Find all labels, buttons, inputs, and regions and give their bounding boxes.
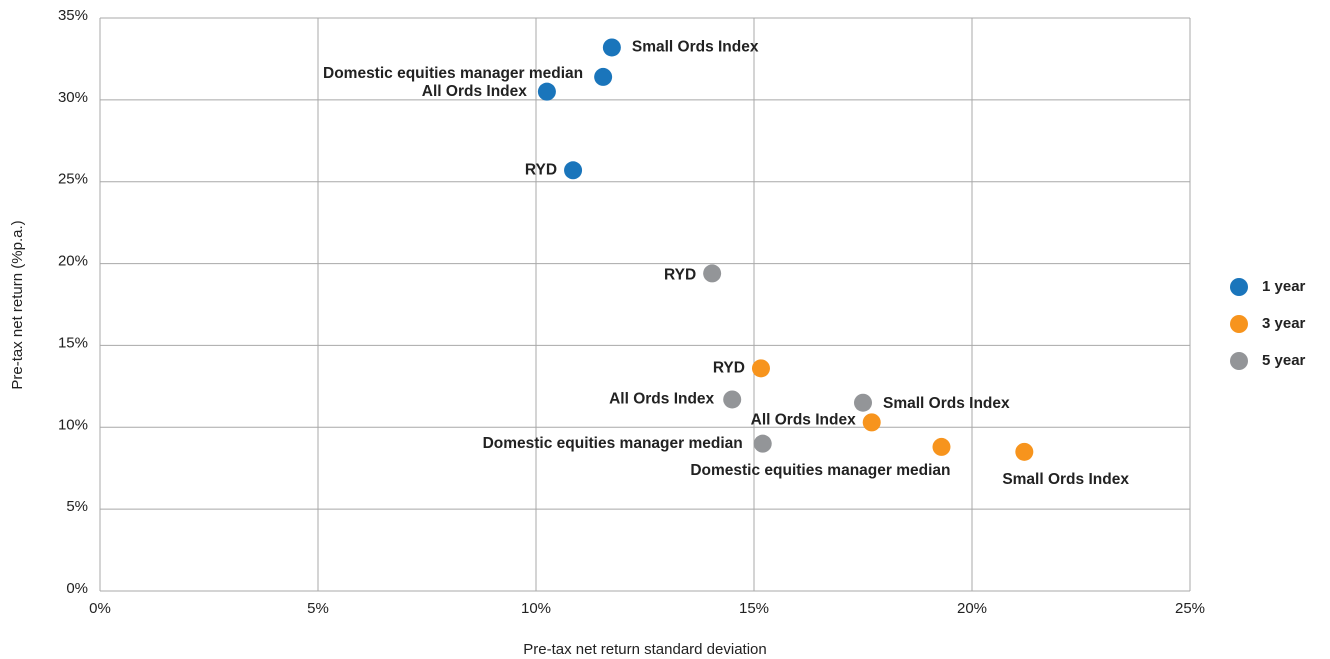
point bbox=[753, 434, 772, 453]
y-axis-label: Pre-tax net return (%p.a.) bbox=[9, 220, 26, 389]
y-tick-label: 15% bbox=[58, 334, 88, 351]
point-label: All Ords Index bbox=[609, 391, 714, 408]
x-tick-label: 10% bbox=[521, 600, 551, 617]
point bbox=[862, 413, 881, 432]
point-label: Domestic equities manager median bbox=[483, 435, 743, 452]
point bbox=[602, 38, 621, 57]
y-tick-label: 10% bbox=[58, 416, 88, 433]
legend-label: 1 year bbox=[1262, 278, 1306, 295]
x-tick-label: 15% bbox=[739, 600, 769, 617]
point bbox=[723, 390, 742, 409]
point bbox=[564, 161, 583, 180]
point bbox=[594, 67, 613, 86]
y-tick-label: 5% bbox=[66, 498, 88, 515]
y-tick-label: 20% bbox=[58, 253, 88, 270]
point-label: All Ords Index bbox=[751, 411, 856, 428]
point-label: RYD bbox=[525, 161, 557, 178]
y-tick-label: 0% bbox=[66, 580, 88, 597]
point bbox=[854, 393, 872, 412]
point-label: Domestic equities manager median bbox=[690, 462, 950, 479]
point bbox=[1015, 442, 1034, 461]
point bbox=[932, 437, 951, 456]
point-label: RYD bbox=[664, 266, 696, 283]
y-tick-label: 25% bbox=[58, 171, 88, 188]
point bbox=[537, 82, 556, 101]
point-label: Domestic equities manager median bbox=[323, 65, 583, 82]
point bbox=[751, 359, 770, 378]
x-tick-label: 25% bbox=[1175, 600, 1205, 617]
y-tick-label: 30% bbox=[58, 89, 88, 106]
point-label: Small Ords Index bbox=[1002, 471, 1129, 488]
point-label: Small Ords Index bbox=[883, 395, 1010, 412]
point bbox=[703, 264, 722, 283]
x-tick-label: 0% bbox=[89, 600, 111, 617]
x-tick-label: 20% bbox=[957, 600, 987, 617]
x-tick-label: 5% bbox=[307, 600, 329, 617]
legend-label: 3 year bbox=[1262, 315, 1306, 332]
x-axis-label: Pre-tax net return standard deviation bbox=[523, 641, 766, 658]
point-label: All Ords Index bbox=[422, 83, 527, 100]
legend-marker bbox=[1230, 352, 1248, 370]
point-label: Small Ords Index bbox=[632, 39, 759, 56]
legend-marker bbox=[1230, 315, 1248, 333]
legend-marker bbox=[1230, 278, 1248, 296]
y-tick-label: 35% bbox=[58, 7, 88, 24]
point-label: RYD bbox=[713, 359, 745, 376]
legend-label: 5 year bbox=[1262, 352, 1306, 369]
